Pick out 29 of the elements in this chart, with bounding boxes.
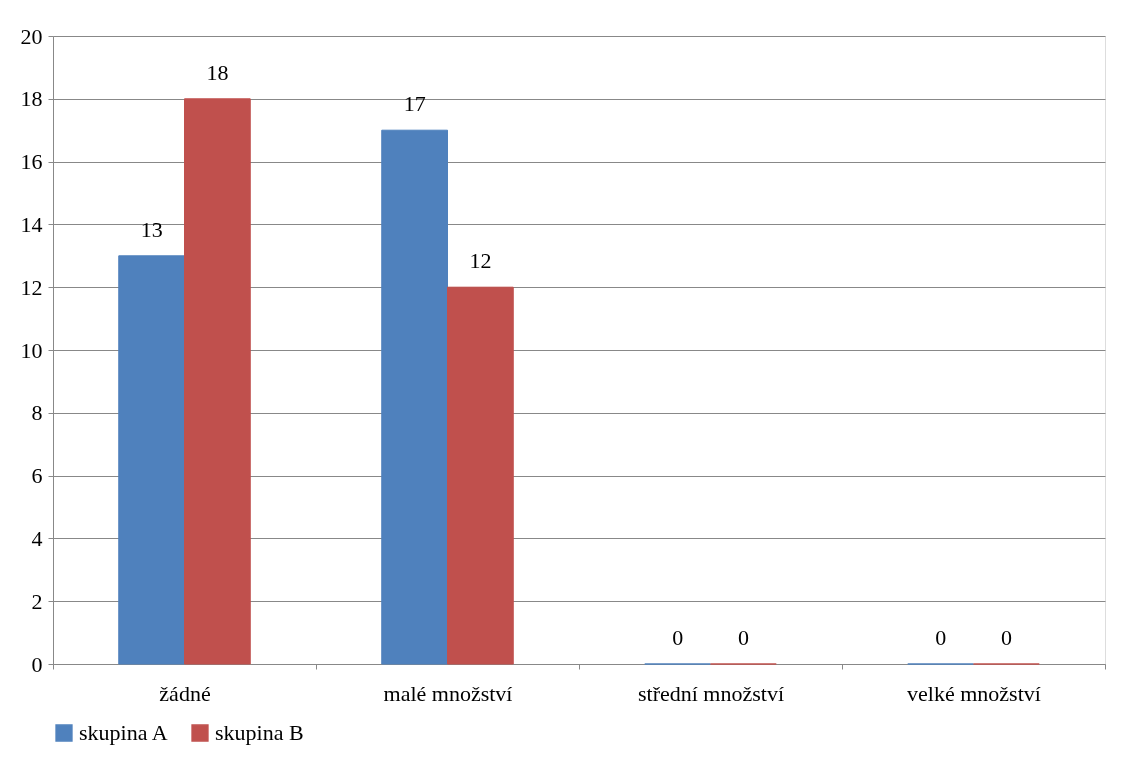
- bar: [447, 286, 514, 665]
- data-label: 18: [206, 59, 229, 85]
- legend-label: skupina B: [215, 720, 304, 745]
- y-tick-label: 2: [31, 588, 43, 614]
- y-tick-label: 18: [20, 86, 43, 112]
- x-tick-label: velké množství: [907, 680, 1041, 706]
- data-label: 0: [935, 625, 947, 650]
- x-tick-label: střední množství: [637, 680, 785, 706]
- y-tick-label: 12: [20, 274, 43, 300]
- x-tick-label: malé množství: [383, 680, 513, 706]
- bar: [381, 129, 448, 665]
- y-tick-label: 14: [20, 211, 43, 237]
- y-tick-label: 20: [20, 23, 43, 49]
- legend-label: skupina A: [79, 720, 168, 745]
- y-tick-label: 8: [31, 400, 43, 426]
- data-label: 13: [140, 216, 163, 242]
- data-label: 0: [1000, 625, 1012, 650]
- y-tick-label: 10: [20, 337, 43, 363]
- data-label: 0: [737, 625, 749, 650]
- x-tick-label: žádné: [159, 680, 211, 706]
- data-label: 0: [672, 625, 684, 650]
- y-tick-label: 0: [31, 651, 43, 677]
- y-tick-label: 6: [31, 463, 43, 489]
- bar: [118, 255, 185, 665]
- y-tick-label: 16: [20, 149, 43, 175]
- data-label: 17: [403, 91, 426, 117]
- bar: [184, 98, 251, 665]
- y-tick-label: 4: [31, 525, 43, 551]
- data-label: 12: [469, 248, 492, 274]
